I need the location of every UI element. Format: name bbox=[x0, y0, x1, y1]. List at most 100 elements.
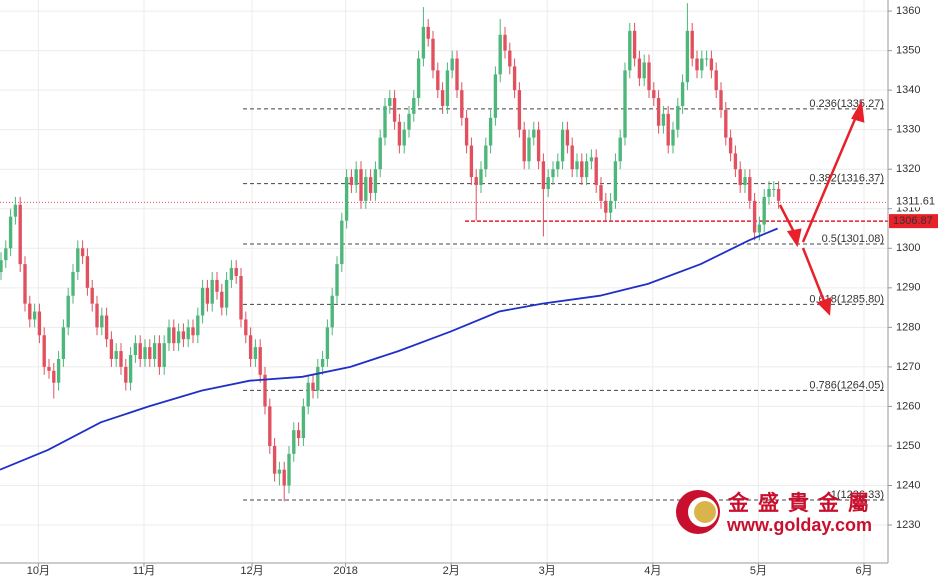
candle-body bbox=[772, 188, 776, 190]
candle-body bbox=[733, 153, 738, 170]
candle-body bbox=[114, 351, 118, 359]
candle-body bbox=[23, 264, 27, 304]
arrow bbox=[801, 111, 860, 243]
candles bbox=[0, 3, 781, 502]
candle-body bbox=[498, 34, 502, 75]
candle-body bbox=[234, 268, 238, 276]
candle-body bbox=[287, 453, 291, 486]
candle-body bbox=[292, 430, 296, 454]
candle-body bbox=[128, 355, 133, 383]
candle-body bbox=[484, 145, 488, 170]
candle-body bbox=[522, 129, 526, 162]
candle-body bbox=[436, 70, 440, 91]
candle-body bbox=[364, 177, 368, 201]
candle-body bbox=[340, 220, 344, 265]
candle-body bbox=[580, 161, 584, 178]
candle-body bbox=[517, 90, 522, 130]
candle-body bbox=[767, 188, 771, 197]
candle-body bbox=[680, 82, 685, 106]
candle-body bbox=[76, 248, 80, 273]
candle-body bbox=[407, 113, 411, 130]
candle-body bbox=[527, 137, 531, 162]
candle-body bbox=[224, 279, 229, 308]
candle-body bbox=[599, 185, 603, 201]
candle-body bbox=[714, 70, 718, 91]
logo-name: 金盛貴金屬 bbox=[727, 491, 878, 515]
candle-body bbox=[762, 196, 766, 225]
candle-body bbox=[584, 161, 589, 178]
candle-body bbox=[685, 30, 690, 83]
candle-body bbox=[196, 315, 200, 336]
candle-body bbox=[474, 177, 478, 186]
candle-body bbox=[652, 90, 656, 99]
candle-body bbox=[359, 169, 363, 201]
fib-label: 0.382(1316.37) bbox=[809, 172, 884, 184]
arrow-head bbox=[816, 297, 832, 316]
candle-body bbox=[104, 315, 109, 340]
candle-body bbox=[4, 248, 8, 261]
candle-body bbox=[354, 169, 358, 186]
y-tick-label: 1250 bbox=[896, 440, 920, 452]
grid bbox=[0, 0, 888, 563]
candle-body bbox=[647, 62, 651, 91]
logo: 金盛貴金屬 www.golday.com bbox=[676, 490, 878, 535]
candle-body bbox=[431, 38, 435, 71]
x-tick-label: 2月 bbox=[443, 565, 460, 576]
candle-body bbox=[402, 129, 406, 146]
candle-body bbox=[637, 58, 642, 79]
candle-body bbox=[148, 347, 152, 359]
overlay bbox=[0, 227, 778, 471]
candle-body bbox=[157, 343, 162, 367]
candle-body bbox=[690, 30, 694, 59]
candle-body bbox=[80, 248, 85, 257]
candle-body bbox=[719, 90, 723, 110]
candle-body bbox=[445, 70, 450, 106]
x-tick-label: 6月 bbox=[855, 565, 872, 576]
y-tick-label: 1290 bbox=[896, 282, 920, 294]
fib-label: 1(1236.33) bbox=[831, 489, 884, 501]
candle-body bbox=[349, 177, 354, 186]
x-tick-label: 4月 bbox=[644, 565, 661, 576]
fib-label: 0.5(1301.08) bbox=[822, 233, 884, 245]
candle-body bbox=[124, 366, 128, 383]
candle-body bbox=[604, 200, 608, 213]
candle-body bbox=[503, 34, 507, 51]
candle-body bbox=[8, 216, 13, 249]
arrow-head bbox=[851, 100, 865, 123]
candle-body bbox=[215, 279, 219, 292]
candle-body bbox=[743, 177, 747, 186]
candle-body bbox=[90, 287, 94, 304]
candle-body bbox=[594, 157, 598, 186]
candle-body bbox=[560, 129, 565, 162]
candle-body bbox=[143, 347, 147, 359]
x-tick-label: 11月 bbox=[133, 565, 155, 576]
candle-body bbox=[95, 303, 99, 328]
candle-body bbox=[167, 327, 171, 344]
candle-body bbox=[556, 161, 560, 170]
candle-body bbox=[666, 113, 670, 146]
y-tick-label: 1340 bbox=[896, 84, 920, 96]
candle-body bbox=[277, 469, 282, 474]
candle-body bbox=[541, 161, 546, 189]
candle-body bbox=[628, 30, 632, 71]
candle-body bbox=[296, 430, 301, 439]
candle-body bbox=[642, 62, 646, 79]
arrow bbox=[801, 247, 828, 307]
candle-body bbox=[248, 335, 253, 359]
moving-average bbox=[0, 227, 778, 471]
candle-body bbox=[388, 98, 392, 106]
candle-body bbox=[85, 256, 90, 288]
candle-body bbox=[316, 366, 320, 391]
candle-body bbox=[383, 105, 387, 138]
candle-body bbox=[176, 331, 181, 344]
candle-body bbox=[13, 204, 18, 217]
candle-body bbox=[776, 188, 781, 201]
candle-body bbox=[229, 268, 234, 280]
candle-body bbox=[546, 177, 550, 189]
candle-body bbox=[608, 200, 613, 213]
candle-body bbox=[56, 358, 61, 383]
candle-body bbox=[412, 98, 416, 114]
candle-body bbox=[61, 327, 66, 359]
candle-body bbox=[100, 315, 104, 328]
